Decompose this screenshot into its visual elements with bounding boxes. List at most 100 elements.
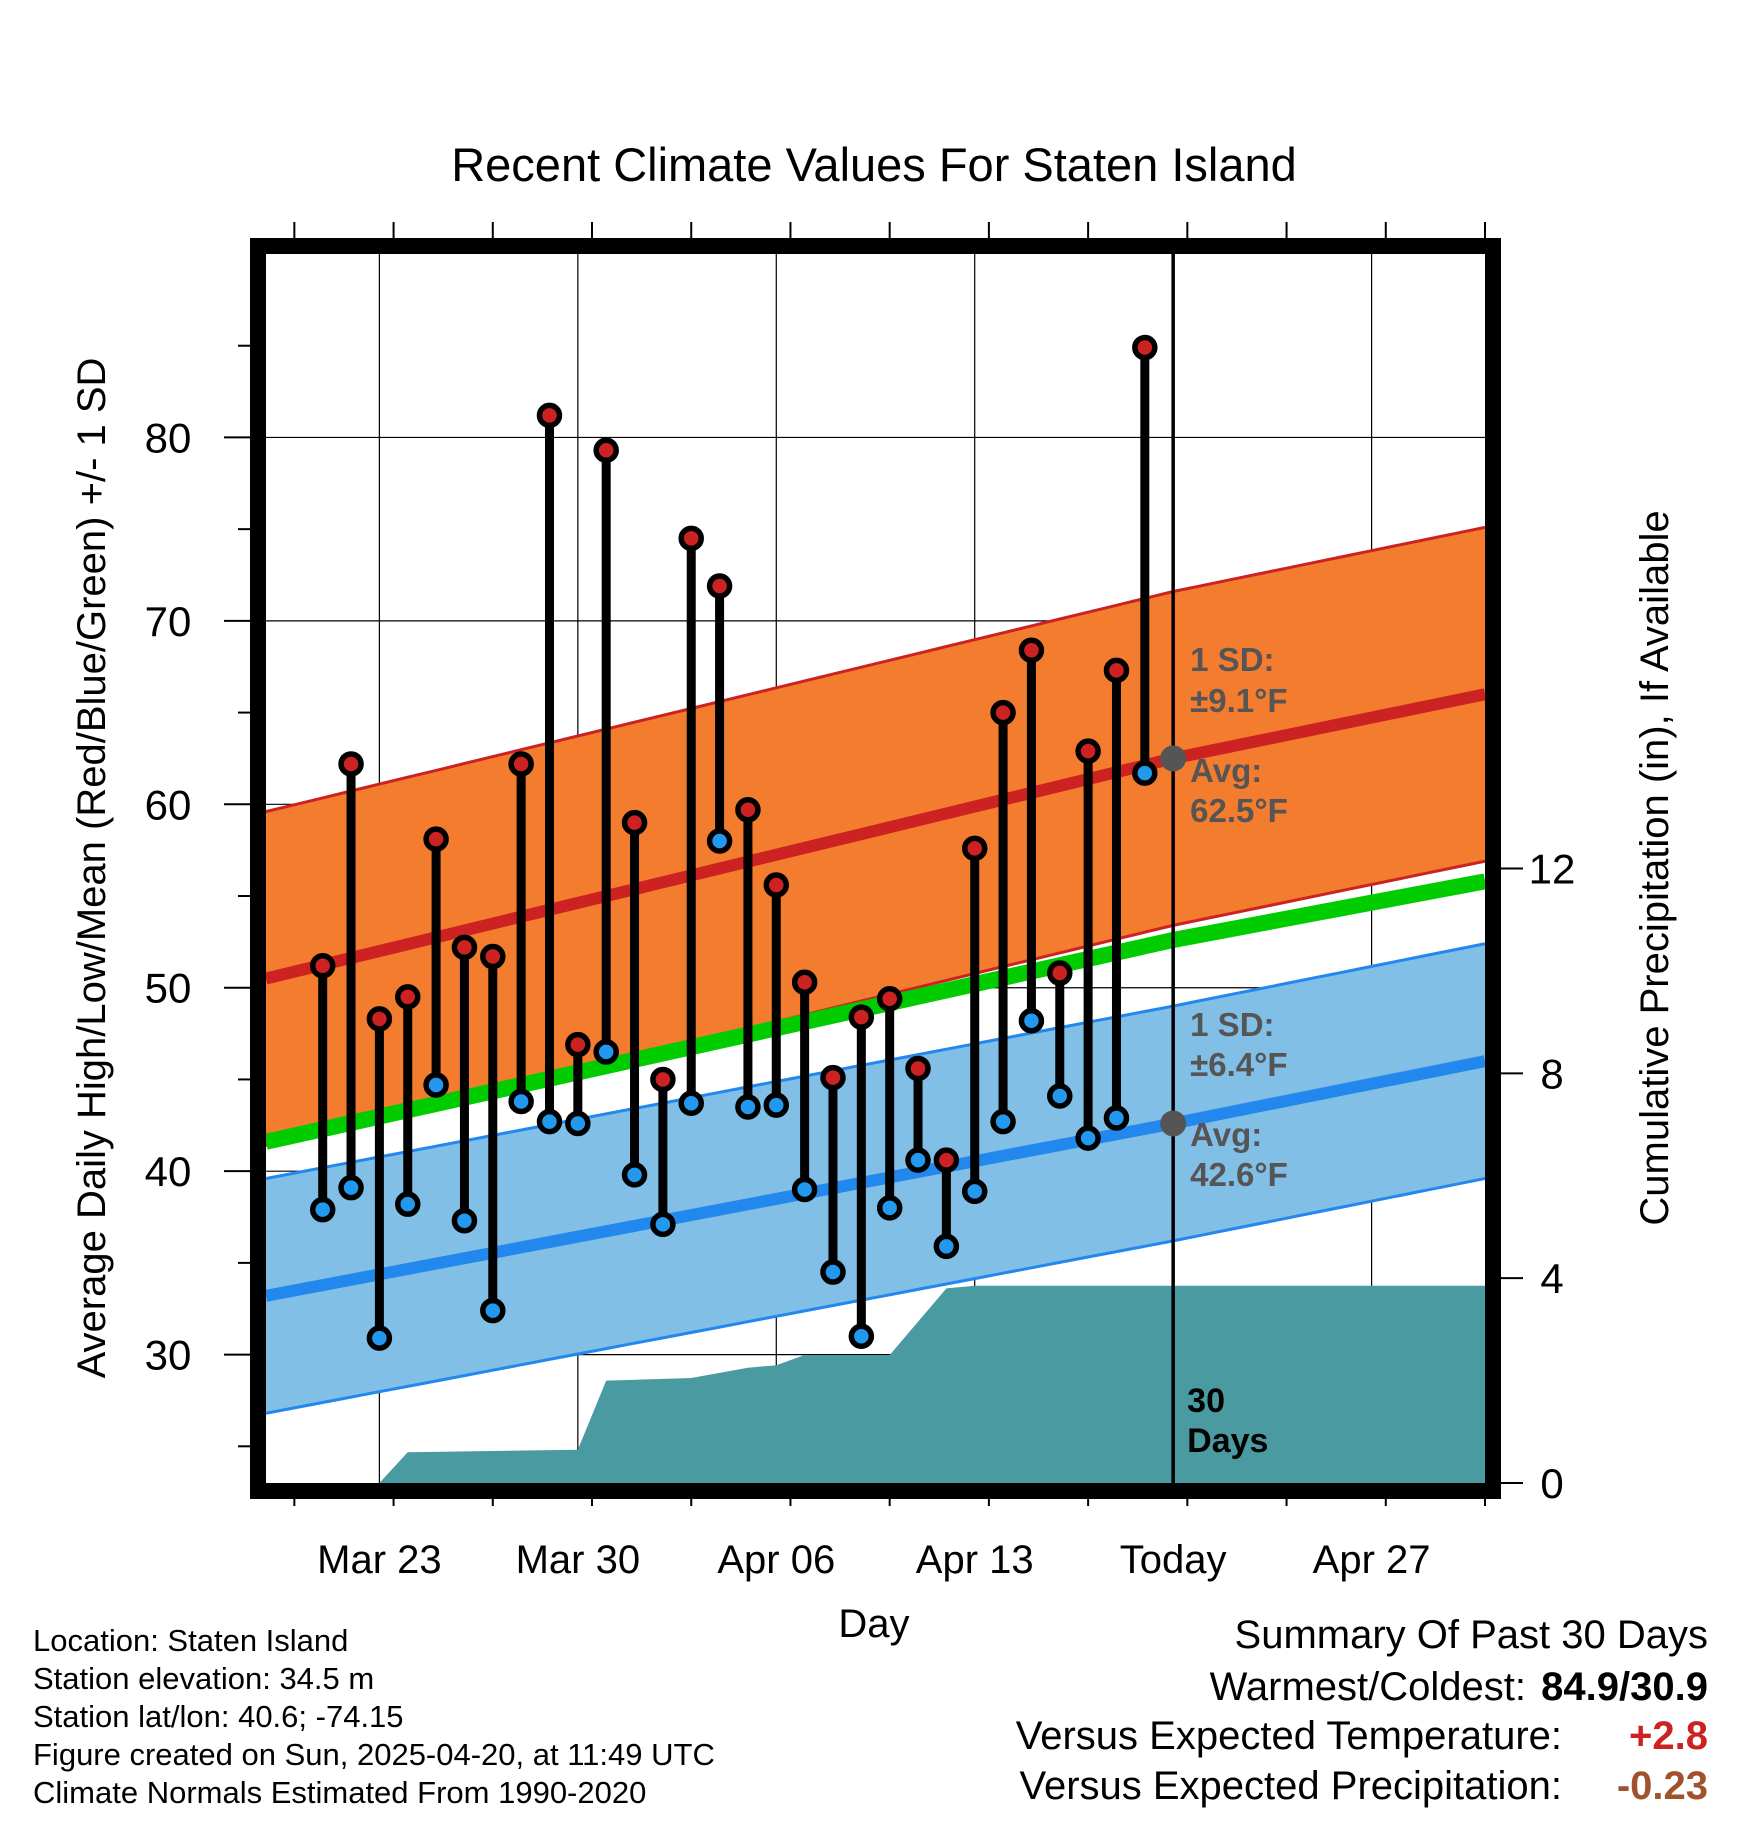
daily-high-point xyxy=(423,826,449,852)
daily-high-point xyxy=(848,1004,875,1030)
daily-low-point xyxy=(876,1195,903,1221)
daily-high-point xyxy=(451,934,478,961)
daily-low-point xyxy=(480,1297,506,1324)
daily-high-point xyxy=(508,751,534,777)
daily-high-point xyxy=(961,835,988,862)
daily-high-point xyxy=(1047,960,1073,986)
station-elevation: Station elevation: 34.5 m xyxy=(33,1661,375,1696)
daily-low-point xyxy=(933,1233,960,1260)
y-tick-label: 70 xyxy=(145,598,192,645)
x-tick-label: Apr 13 xyxy=(916,1538,1034,1582)
normal-low-band-lower xyxy=(266,1177,1485,1415)
station-latlon: Station lat/lon: 40.6; -74.15 xyxy=(33,1699,404,1734)
daily-low-point xyxy=(394,1191,421,1217)
daily-low-point xyxy=(961,1178,988,1205)
daily-low-point xyxy=(1132,760,1158,786)
low-avg-label: Avg: xyxy=(1190,1116,1262,1153)
daily-low-point xyxy=(763,1092,790,1118)
daily-low-point xyxy=(905,1147,931,1173)
daily-high-point xyxy=(735,797,761,823)
daily-high-point xyxy=(309,952,336,979)
daily-low-point xyxy=(735,1094,761,1120)
daily-high-point xyxy=(905,1055,931,1082)
daily-high-point xyxy=(650,1066,676,1093)
daily-high-point xyxy=(820,1064,846,1091)
today-days-label-2: Days xyxy=(1187,1422,1268,1460)
daily-low-point xyxy=(338,1174,364,1201)
high-avg-label: Avg: xyxy=(1190,752,1262,789)
precip-value: -0.23 xyxy=(1616,1764,1708,1808)
high-avg-value: 62.5°F xyxy=(1190,792,1288,829)
y2-tick-label: 12 xyxy=(1529,846,1576,893)
daily-high-point xyxy=(706,573,733,599)
daily-low-point xyxy=(791,1176,818,1203)
daily-low-point xyxy=(1018,1007,1045,1034)
daily-low-point xyxy=(536,1108,563,1135)
daily-high-point xyxy=(678,525,704,552)
daily-low-point xyxy=(366,1325,393,1351)
figure-created: Figure created on Sun, 2025-04-20, at 11… xyxy=(33,1737,715,1772)
daily-high-point xyxy=(480,943,506,970)
daily-high-point xyxy=(1075,738,1101,764)
high-sd-value: ±9.1°F xyxy=(1190,682,1287,719)
normal-low-band-upper xyxy=(266,942,1485,1180)
summary-title: Summary Of Past 30 Days xyxy=(1234,1613,1708,1657)
today-avg-low-marker xyxy=(1160,1110,1187,1137)
daily-low-point xyxy=(451,1207,478,1234)
daily-low-point xyxy=(990,1108,1016,1135)
daily-low-point xyxy=(508,1088,534,1115)
daily-low-point xyxy=(423,1072,449,1098)
today-days-label-1: 30 xyxy=(1187,1382,1225,1420)
y-tick-label: 80 xyxy=(145,414,192,461)
precip-label: Versus Expected Precipitation: xyxy=(1019,1764,1562,1808)
x-tick-label: Today xyxy=(1120,1538,1227,1582)
y-tick-label: 30 xyxy=(145,1332,192,1379)
y2-tick-label: 0 xyxy=(1540,1460,1563,1507)
daily-low-point xyxy=(565,1110,591,1137)
plot-area xyxy=(266,254,1485,1483)
daily-low-point xyxy=(1047,1083,1073,1109)
normals-period: Climate Normals Estimated From 1990-2020 xyxy=(33,1775,647,1810)
station-location: Location: Staten Island xyxy=(33,1623,349,1658)
daily-low-point xyxy=(706,828,733,854)
daily-high-point xyxy=(536,402,563,429)
normal-high-band-upper xyxy=(266,525,1485,814)
daily-high-point xyxy=(621,809,648,836)
low-sd-label: 1 SD: xyxy=(1190,1006,1274,1043)
daily-high-point xyxy=(366,1006,393,1032)
daily-high-point xyxy=(338,751,364,777)
daily-low-point xyxy=(650,1211,676,1238)
daily-high-point xyxy=(1132,334,1158,361)
daily-low-point xyxy=(820,1259,846,1285)
station-info: Location: Staten Island Station elevatio… xyxy=(33,1622,715,1812)
today-avg-high-marker xyxy=(1160,745,1187,772)
daily-high-point xyxy=(593,437,619,464)
low-sd-value: ±6.4°F xyxy=(1190,1046,1287,1083)
y2-axis-label: Cumulative Precipitation (in), If Availa… xyxy=(1633,510,1677,1225)
y-axis-label: Average Daily High/Low/Mean (Red/Blue/Gr… xyxy=(70,358,114,1379)
y2-tick-label: 4 xyxy=(1540,1255,1563,1302)
daily-low-point xyxy=(593,1039,619,1065)
daily-low-point xyxy=(621,1162,648,1188)
daily-high-point xyxy=(1103,657,1130,684)
daily-high-point xyxy=(990,699,1016,726)
daily-high-point xyxy=(565,1031,591,1058)
x-tick-label: Apr 27 xyxy=(1313,1538,1431,1582)
y-tick-label: 50 xyxy=(145,965,192,1012)
daily-low-point xyxy=(848,1323,875,1350)
y-tick-label: 60 xyxy=(145,781,192,828)
daily-low-point xyxy=(309,1196,336,1223)
low-avg-value: 42.6°F xyxy=(1190,1156,1288,1193)
temp-label: Versus Expected Temperature: xyxy=(1015,1714,1562,1758)
daily-high-point xyxy=(791,969,818,995)
high-sd-label: 1 SD: xyxy=(1190,641,1274,678)
x-tick-label: Apr 06 xyxy=(717,1538,835,1582)
temp-value: +2.8 xyxy=(1629,1714,1708,1758)
daily-low-point xyxy=(678,1090,704,1117)
y2-tick-label: 8 xyxy=(1540,1050,1563,1097)
daily-high-point xyxy=(1018,637,1045,663)
daily-high-point xyxy=(876,985,903,1012)
x-axis-label: Day xyxy=(838,1602,909,1646)
precipitation-area xyxy=(351,1285,1485,1483)
